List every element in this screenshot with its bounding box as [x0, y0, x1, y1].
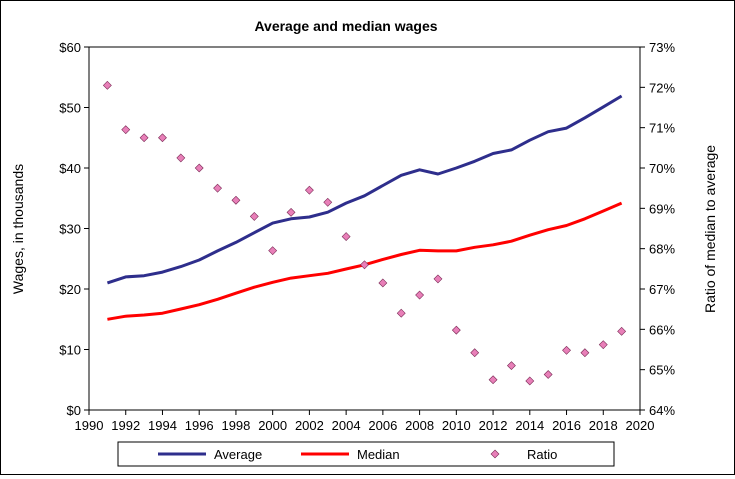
ratio-marker — [158, 133, 167, 143]
ratio-marker — [341, 232, 351, 241]
y-axis-left: $0 $10 $20 $30 $40 $50 $60 — [59, 40, 89, 418]
series-layer — [102, 80, 627, 386]
y2-tick-label: 67% — [649, 282, 675, 297]
y-tick-label: $30 — [59, 222, 81, 237]
y2-axis-label: Ratio of median to average — [702, 145, 718, 313]
ratio-marker — [213, 183, 222, 193]
ratio-marker — [102, 80, 112, 90]
x-tick-label: 2020 — [626, 418, 655, 433]
y2-tick-label: 70% — [649, 161, 675, 176]
y-tick-label: $50 — [59, 101, 81, 116]
legend-label-median: Median — [357, 447, 400, 462]
y-axis-label: Wages, in thousands — [10, 164, 26, 294]
ratio-marker — [598, 340, 608, 350]
chart-title: Average and median wages — [254, 18, 437, 34]
y-tick-label: $40 — [59, 161, 81, 176]
x-tick-label: 2014 — [515, 418, 544, 433]
x-tick-label: 2000 — [258, 418, 287, 433]
y2-tick-label: 69% — [649, 201, 675, 216]
ratio-marker — [396, 308, 406, 318]
y2-tick-label: 65% — [649, 363, 675, 378]
x-tick-label: 1996 — [185, 418, 214, 433]
y2-tick-label: 66% — [649, 322, 675, 337]
y2-tick-label: 73% — [649, 40, 675, 55]
x-tick-label: 2006 — [368, 418, 397, 433]
ratio-marker — [378, 278, 388, 288]
x-tick-label: 2018 — [589, 418, 618, 433]
y-tick-label: $0 — [67, 403, 81, 418]
x-tick-label: 2002 — [295, 418, 324, 433]
legend-label-ratio: Ratio — [527, 447, 557, 462]
y-tick-label: $60 — [59, 40, 81, 55]
ratio-marker — [268, 246, 278, 256]
x-tick-label: 2008 — [405, 418, 434, 433]
ratio-marker — [451, 325, 461, 335]
ratio-marker — [176, 153, 186, 163]
ratio-marker — [360, 260, 369, 270]
ratio-marker — [231, 195, 241, 205]
ratio-marker — [323, 197, 333, 207]
y-tick-label: $10 — [59, 343, 81, 358]
ratio-marker — [580, 348, 590, 358]
ratio-marker — [525, 376, 535, 386]
y2-tick-label: 72% — [649, 80, 675, 95]
ratio-marker — [286, 207, 296, 217]
legend-box — [117, 441, 615, 467]
ratio-marker — [507, 361, 516, 371]
legend-label-average: Average — [214, 447, 262, 462]
x-tick-label: 1994 — [148, 418, 177, 433]
x-tick-label: 1998 — [221, 418, 250, 433]
ratio-marker — [562, 345, 571, 355]
y2-tick-label: 71% — [649, 121, 675, 136]
ratio-marker — [194, 163, 204, 173]
ratio-marker — [470, 348, 480, 358]
ratio-marker — [488, 375, 498, 385]
x-tick-label: 2010 — [442, 418, 471, 433]
ratio-marker — [433, 274, 443, 284]
legend: Average Median Ratio — [117, 441, 615, 467]
series-line-average — [106, 94, 623, 285]
ratio-marker — [139, 133, 149, 143]
x-tick-label: 1992 — [111, 418, 140, 433]
y2-tick-label: 68% — [649, 242, 675, 257]
y2-tick-label: 64% — [649, 403, 675, 418]
x-axis: 1990 1992 1994 1996 1998 2000 2002 2004 2006 2008… — [75, 410, 655, 433]
ratio-marker — [249, 211, 259, 221]
ratio-marker — [415, 290, 425, 300]
x-tick-label: 2012 — [479, 418, 508, 433]
y-tick-label: $20 — [59, 282, 81, 297]
y-axis-right: 64% 65% 66% 67% 68% 69% 70% 71% 72% 73% — [640, 40, 675, 418]
ratio-marker — [304, 185, 314, 195]
ratio-marker — [121, 125, 131, 135]
ratio-marker — [617, 326, 627, 336]
x-tick-label: 2004 — [332, 418, 361, 433]
legend-swatch-ratio — [490, 449, 500, 459]
x-tick-label: 2016 — [552, 418, 581, 433]
x-tick-label: 1990 — [75, 418, 104, 433]
ratio-marker — [543, 370, 553, 379]
